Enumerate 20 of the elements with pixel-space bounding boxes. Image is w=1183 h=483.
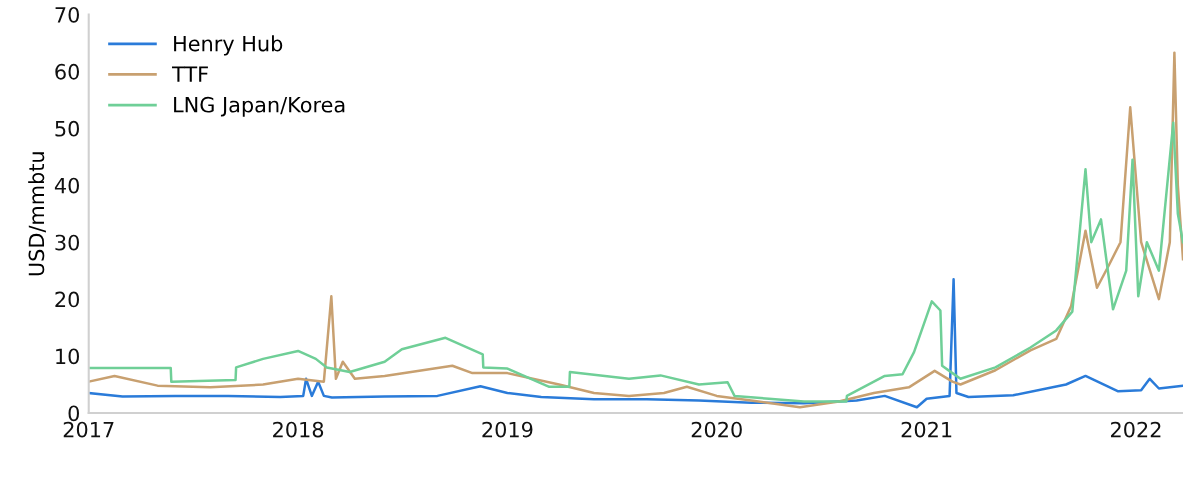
legend-label: Henry Hub (174, 35, 283, 56)
x-tick-label: 2018 (273, 421, 324, 438)
x-tick-label: 2017 (63, 421, 114, 438)
y-tick-label: 40 (54, 177, 80, 194)
y-tick-label: 60 (55, 63, 80, 80)
y-tick-label: 50 (55, 120, 80, 137)
line-series (88, 121, 1183, 403)
y-tick-label: 30 (55, 234, 80, 251)
x-tick-label: 2019 (482, 421, 533, 438)
y-axis-title: USD/mmbtu (28, 152, 46, 276)
x-tick-label: 2022 (1110, 421, 1161, 438)
y-tick-label: 70 (55, 6, 80, 23)
legend-label: TTF (172, 66, 208, 82)
line-series (88, 277, 1183, 409)
x-tick-label: 2021 (901, 421, 952, 438)
x-tick-label: 2020 (691, 421, 742, 438)
y-tick-label: 10 (56, 348, 80, 365)
y-tick-label: 0 (68, 405, 80, 422)
y-tick-label: 20 (55, 291, 80, 308)
legend-label: LNG Japan/Korea (174, 96, 345, 117)
